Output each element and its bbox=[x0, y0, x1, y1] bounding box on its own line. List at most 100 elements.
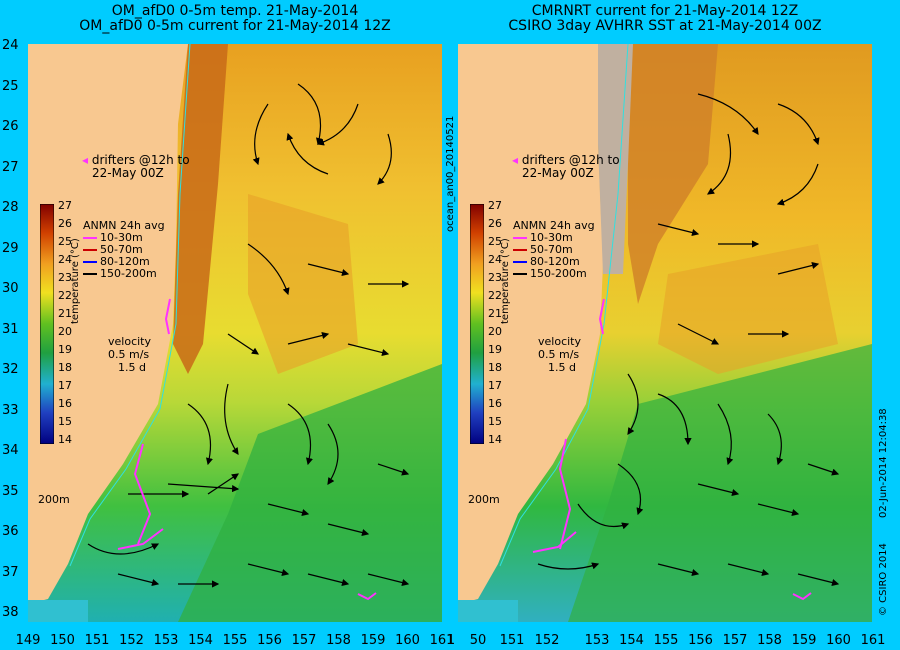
x-axis-label: 153 bbox=[584, 633, 610, 648]
right-anmn-legend: ANMN 24h avg 10-30m 50-70m 80-120m 150-200m bbox=[513, 220, 595, 280]
anmn-legend-item: 10-30m bbox=[83, 232, 165, 244]
colorbar-tick-label: 22 bbox=[58, 289, 72, 302]
left-drifters-label: ◂ drifters @12h to 22-May 00Z bbox=[82, 154, 190, 180]
colorbar-tick-label: 20 bbox=[488, 325, 502, 338]
y-axis-label: 34 bbox=[2, 443, 19, 458]
colorbar-tick-label: 25 bbox=[488, 235, 502, 248]
left-anmn-legend: ANMN 24h avg 10-30m 50-70m 80-120m 150-200m bbox=[83, 220, 165, 280]
left-map-svg bbox=[28, 44, 442, 622]
right-title-line1: CMRNRT current for 21-May-2014 12Z bbox=[531, 3, 799, 19]
x-axis-label: 150 bbox=[50, 633, 75, 648]
colorbar-tick-label: 26 bbox=[58, 217, 72, 230]
right-map-svg bbox=[458, 44, 872, 622]
x-axis-label: 154 bbox=[619, 633, 644, 648]
legend-label: 80-120m bbox=[530, 255, 580, 268]
legend-swatch bbox=[513, 249, 527, 251]
colorbar-tick-label: 19 bbox=[58, 343, 72, 356]
colorbar-tick-label: 17 bbox=[488, 379, 502, 392]
anmn-legend-title: ANMN 24h avg bbox=[83, 219, 165, 232]
y-axis-label: 35 bbox=[2, 483, 19, 499]
legend-label: 10-30m bbox=[100, 231, 143, 244]
right-map-panel bbox=[458, 44, 872, 622]
left-colorbar-gradient bbox=[40, 204, 54, 444]
drifter-arrow-icon: ◂ bbox=[512, 153, 519, 167]
x-axis-label: 156 bbox=[688, 633, 713, 648]
right-drifters-line2: 22-May 00Z bbox=[522, 166, 594, 180]
y-axis-label: 29 bbox=[2, 240, 19, 256]
legend-swatch bbox=[513, 261, 527, 263]
x-axis-label: 151 bbox=[84, 633, 110, 648]
left-panel-title: OM_afD0 0-5m temp. 21-May-2014 OM_afD0 0… bbox=[28, 4, 442, 34]
colorbar-tick-label: 14 bbox=[58, 433, 72, 446]
colorbar-tick-label: 24 bbox=[58, 253, 72, 266]
colorbar-tick-label: 18 bbox=[488, 361, 502, 374]
left-title-line1: OM_afD0 0-5m temp. 21-May-2014 bbox=[111, 3, 359, 19]
y-axis-label: 27 bbox=[2, 159, 19, 175]
right-title-line2: CSIRO 3day AVHRR SST at 21-May-2014 00Z bbox=[508, 18, 822, 34]
left-colorbar-label: temperature (°C) bbox=[70, 238, 81, 324]
left-velocity-scale2: 1.5 d bbox=[118, 361, 146, 374]
x-axis-label: 158 bbox=[326, 633, 351, 648]
colorbar-tick-label: 15 bbox=[488, 415, 502, 428]
x-axis-label: 159 bbox=[791, 633, 817, 648]
x-axis-label: 152 bbox=[534, 633, 560, 648]
right-velocity-scale1: 0.5 m/s bbox=[538, 348, 580, 361]
legend-swatch bbox=[513, 237, 527, 239]
side-text-ocean-an: ocean_an00_20140521 bbox=[445, 115, 456, 232]
legend-swatch bbox=[83, 273, 97, 275]
colorbar-tick-label: 15 bbox=[58, 415, 72, 428]
x-axis-label: 160 bbox=[826, 633, 851, 648]
colorbar-tick-label: 17 bbox=[58, 379, 72, 392]
y-axis-label: 26 bbox=[2, 119, 19, 134]
anmn-legend-item: 80-120m bbox=[83, 256, 165, 268]
left-drifters-line1: drifters @12h to bbox=[91, 153, 190, 167]
colorbar-tick-label: 27 bbox=[488, 199, 502, 212]
anmn-legend-item: 10-30m bbox=[513, 232, 595, 244]
colorbar-tick-label: 21 bbox=[488, 307, 502, 320]
x-axis-label: 158 bbox=[757, 633, 782, 648]
side-text-date: 02-Jun-2014 12:04:38 bbox=[878, 408, 889, 518]
x-axis-label: 151 bbox=[499, 633, 525, 648]
legend-label: 50-70m bbox=[530, 243, 573, 256]
anmn-legend-item: 50-70m bbox=[83, 244, 165, 256]
y-axis-label: 33 bbox=[2, 402, 19, 418]
colorbar-tick-label: 16 bbox=[58, 397, 72, 410]
x-axis-label: 1 bbox=[446, 633, 456, 648]
colorbar-tick-label: 23 bbox=[58, 271, 72, 284]
x-axis-label: 155 bbox=[653, 633, 679, 648]
left-velocity-label: velocity bbox=[108, 335, 151, 348]
right-velocity-label: velocity bbox=[538, 335, 581, 348]
left-map-panel bbox=[28, 44, 442, 622]
x-axis-label: 154 bbox=[188, 633, 213, 648]
right-velocity-scale2: 1.5 d bbox=[548, 361, 576, 374]
x-axis-label: 159 bbox=[360, 633, 386, 648]
x-axis-label: 157 bbox=[291, 633, 317, 648]
y-axis-label: 31 bbox=[2, 321, 19, 337]
y-axis-label: 36 bbox=[2, 524, 19, 539]
right-panel-title: CMRNRT current for 21-May-2014 12Z CSIRO… bbox=[458, 4, 872, 34]
x-axis-label: 156 bbox=[257, 633, 282, 648]
colorbar-tick-label: 26 bbox=[488, 217, 502, 230]
colorbar-tick-label: 19 bbox=[488, 343, 502, 356]
right-colorbar-gradient bbox=[470, 204, 484, 444]
right-drifters-line1: drifters @12h to bbox=[521, 153, 620, 167]
x-axis-label: 50 bbox=[469, 633, 487, 648]
anmn-legend-item: 150-200m bbox=[513, 268, 595, 280]
colorbar-tick-label: 25 bbox=[58, 235, 72, 248]
left-drifters-line2: 22-May 00Z bbox=[92, 166, 164, 180]
y-axis-label: 28 bbox=[2, 200, 19, 215]
colorbar-tick-label: 20 bbox=[58, 325, 72, 338]
colorbar-tick-label: 18 bbox=[58, 361, 72, 374]
colorbar-tick-label: 23 bbox=[488, 271, 502, 284]
right-colorbar-label: temperature (°C) bbox=[500, 238, 511, 324]
left-velocity-scale1: 0.5 m/s bbox=[108, 348, 150, 361]
legend-swatch bbox=[83, 249, 97, 251]
anmn-legend-item: 50-70m bbox=[513, 244, 595, 256]
legend-label: 80-120m bbox=[100, 255, 150, 268]
x-axis-label: 153 bbox=[153, 633, 179, 648]
legend-swatch bbox=[83, 237, 97, 239]
legend-swatch bbox=[513, 273, 527, 275]
x-axis-label: 152 bbox=[119, 633, 144, 648]
y-axis-label: 32 bbox=[2, 362, 19, 377]
x-axis-label: 161 bbox=[860, 633, 886, 648]
